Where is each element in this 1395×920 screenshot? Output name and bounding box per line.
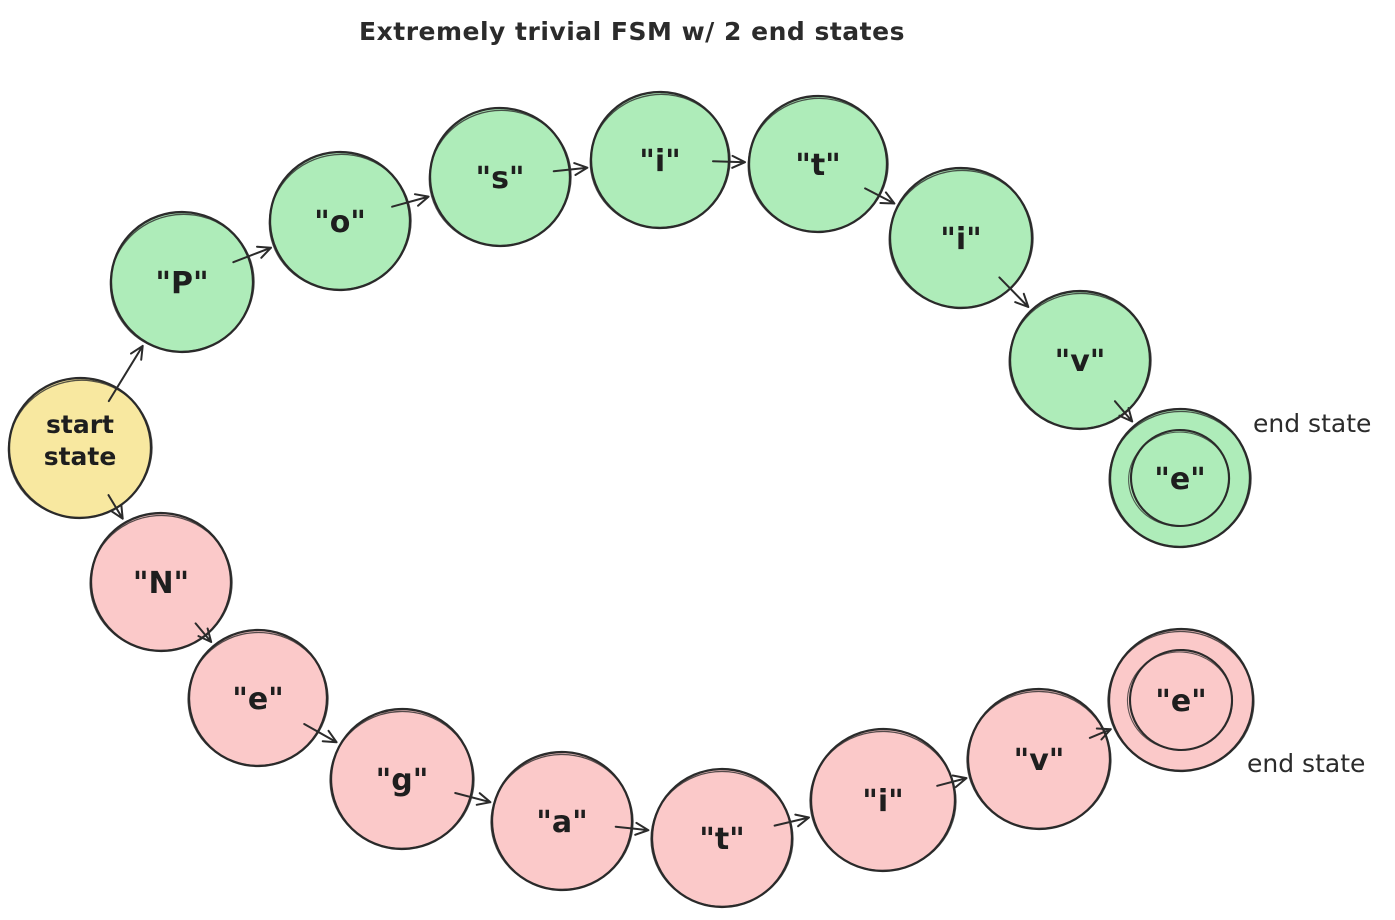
state-circle-sketch bbox=[1108, 410, 1252, 548]
state-label-start: start state bbox=[44, 410, 117, 471]
state-circle-sketch bbox=[589, 93, 731, 229]
state-node-i3 bbox=[809, 727, 957, 873]
transition-arrow-t2-i3 bbox=[773, 813, 810, 828]
state-node-g bbox=[329, 707, 475, 851]
state-node-e1 bbox=[1108, 407, 1252, 549]
transition-arrow-e2-g bbox=[303, 723, 338, 744]
state-circle-sketch bbox=[329, 710, 475, 850]
transitions-layer bbox=[107, 154, 1134, 836]
end-state-label-negative: end state bbox=[1247, 749, 1365, 778]
transition-arrow-a-t2 bbox=[614, 821, 650, 836]
state-circle-sketch bbox=[1107, 630, 1255, 772]
state-circle-sketch bbox=[966, 690, 1112, 830]
state-circle-sketch bbox=[888, 169, 1034, 309]
state-node-e3 bbox=[1107, 627, 1255, 773]
state-label-i3: "i" bbox=[862, 784, 904, 819]
transition-arrow-v2-e3 bbox=[1088, 727, 1112, 741]
transition-arrow-N-e2 bbox=[194, 622, 213, 643]
end-state-inner-sketch bbox=[1128, 431, 1231, 527]
state-label-v2: "v" bbox=[1014, 743, 1065, 778]
state-circle-sketch bbox=[268, 153, 412, 291]
state-circle-sketch bbox=[650, 770, 794, 908]
state-circle-sketch bbox=[1008, 292, 1152, 430]
state-node-v2 bbox=[966, 687, 1112, 831]
state-label-i1: "i" bbox=[639, 144, 681, 179]
state-label-i2: "i" bbox=[940, 222, 982, 257]
state-label-e3: "e" bbox=[1155, 684, 1207, 719]
transition-arrow-P-o bbox=[232, 245, 272, 264]
state-label-P: "P" bbox=[155, 266, 208, 301]
state-node-a bbox=[490, 750, 634, 892]
diagram-title: Extremely trivial FSM w/ 2 end states bbox=[359, 17, 905, 46]
labels-layer: start state "P" "o" "s" "i" "t" "i" "v" "e" "N" "e"… bbox=[44, 144, 1207, 857]
state-circle-sketch bbox=[109, 213, 255, 353]
state-label-a: "a" bbox=[536, 805, 588, 840]
state-label-t2: "t" bbox=[699, 822, 745, 857]
state-label-g: "g" bbox=[376, 763, 429, 798]
state-circle-sketch bbox=[89, 514, 233, 652]
state-label-e1: "e" bbox=[1154, 462, 1206, 497]
transition-arrow-i3-v2 bbox=[936, 774, 968, 789]
transition-arrow-s-i1 bbox=[552, 162, 589, 176]
state-node-i2 bbox=[888, 166, 1034, 310]
state-label-o: "o" bbox=[314, 205, 366, 240]
transition-arrow-o-s bbox=[391, 193, 430, 208]
transition-arrow-i2-v1 bbox=[998, 276, 1030, 308]
end-state-inner-sketch bbox=[1126, 651, 1233, 751]
state-label-e2: "e" bbox=[232, 682, 284, 717]
state-node-t2 bbox=[650, 767, 794, 909]
transition-arrow-start-N bbox=[107, 494, 124, 520]
transition-arrow-start-P bbox=[107, 344, 144, 403]
state-label-s: "s" bbox=[475, 161, 524, 196]
state-circle-sketch bbox=[809, 730, 957, 872]
state-label-t1: "t" bbox=[795, 148, 841, 183]
state-node-e2 bbox=[187, 628, 329, 768]
state-node-P bbox=[109, 210, 255, 354]
state-node-v1 bbox=[1008, 289, 1152, 431]
transition-arrow-t1-i2 bbox=[864, 187, 896, 205]
state-circle-sketch bbox=[490, 753, 634, 891]
state-label-v1: "v" bbox=[1055, 344, 1106, 379]
state-node-s bbox=[428, 106, 572, 248]
transition-arrow-i1-t1 bbox=[712, 154, 746, 169]
state-node-t1 bbox=[747, 94, 889, 234]
transition-arrow-v1-e1 bbox=[1113, 400, 1134, 423]
transition-arrow-g-a bbox=[454, 792, 492, 806]
state-node-o bbox=[268, 150, 412, 292]
state-node-N bbox=[89, 511, 233, 653]
state-label-N: "N" bbox=[133, 566, 189, 601]
state-circle-sketch bbox=[428, 109, 572, 247]
state-circle-sketch bbox=[187, 631, 329, 767]
state-circle-sketch bbox=[747, 97, 889, 233]
state-circle-sketch bbox=[7, 379, 153, 519]
state-node-start bbox=[7, 376, 153, 520]
end-state-label-positive: end state bbox=[1253, 409, 1371, 438]
states-layer bbox=[7, 90, 1255, 909]
